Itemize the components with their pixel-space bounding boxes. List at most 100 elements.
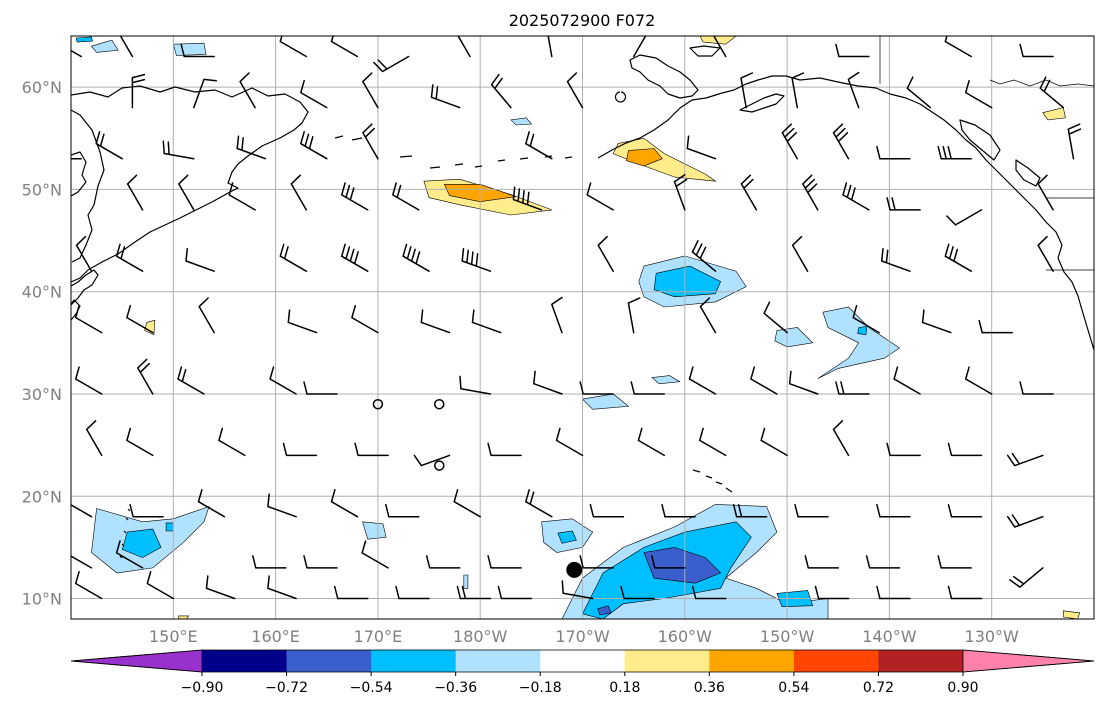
wind-barb [847, 71, 860, 109]
wind-barb [279, 243, 308, 272]
wind-barb [471, 309, 502, 334]
anomaly-region [581, 393, 630, 410]
longitude-label: 150°W [760, 627, 815, 646]
wind-barb [354, 442, 389, 457]
wind-barb [921, 309, 952, 334]
anomaly-region [121, 528, 162, 558]
wind-barb [686, 135, 717, 160]
wind-barb [430, 84, 461, 109]
wind-barb [362, 72, 379, 109]
wind-barb [95, 131, 123, 160]
calm-wind-marker [434, 460, 445, 471]
colorbar-segment [286, 650, 372, 672]
anomaly-region [612, 137, 717, 182]
anomaly-region [510, 117, 533, 126]
wind-barb [115, 540, 144, 569]
wind-barb [512, 186, 543, 211]
wind-barb [691, 240, 717, 272]
wind-barb [137, 358, 154, 395]
wind-barb [547, 36, 553, 58]
wind-barb [71, 555, 93, 569]
wind-barb [457, 36, 471, 58]
wind-barb [551, 296, 563, 334]
anomaly-region [817, 306, 901, 379]
wind-barb [330, 36, 359, 58]
wind-barb [750, 366, 778, 395]
wind-barb [876, 585, 911, 600]
gridlines [71, 36, 1094, 619]
calm-wind-marker [434, 398, 445, 410]
colorbar-label: 0.36 [694, 680, 725, 696]
wind-barb [126, 427, 154, 457]
wind-barb [290, 174, 308, 211]
wind-barb [835, 381, 870, 395]
wind-barb [794, 503, 829, 518]
wind-barb [75, 235, 93, 272]
wind-barb [333, 585, 369, 600]
wind-barb [763, 301, 788, 334]
wind-barb [814, 585, 850, 600]
longitude-label: 140°W [862, 627, 917, 646]
wind-barb [906, 76, 932, 109]
wind-barb [865, 555, 901, 569]
anomaly-region [178, 615, 190, 619]
longitude-label: 150°E [149, 627, 198, 646]
anomaly-region [774, 327, 814, 348]
wind-barb [85, 420, 103, 457]
wind-barb [630, 381, 666, 395]
wind-barb [269, 366, 297, 395]
wind-barb [886, 442, 921, 457]
wind-barb [835, 43, 870, 58]
longitude-label: 180°W [453, 627, 508, 646]
wind-barb [487, 555, 522, 569]
wind-barb [228, 182, 256, 211]
colorbar-segment [540, 650, 626, 672]
wind-barb [459, 375, 492, 395]
wind-barb [589, 503, 625, 518]
wind-barb [413, 454, 451, 467]
wind-barb [632, 36, 647, 58]
wind-barb [373, 55, 410, 73]
country-borders [879, 36, 1094, 271]
wind-barb [688, 366, 717, 395]
wind-barb [673, 174, 688, 211]
wind-barb [392, 182, 420, 211]
wind-barb [880, 247, 911, 272]
wind-barb [893, 366, 921, 395]
map-area [71, 36, 1094, 619]
wind-barb [781, 123, 799, 160]
wind-barb [340, 243, 369, 272]
wind-barb [1019, 43, 1054, 58]
wind-barb [146, 570, 175, 600]
wind-barb [74, 304, 103, 334]
longitude-label: 170°W [555, 627, 610, 646]
wind-barb [964, 79, 993, 109]
wind-barb [876, 145, 911, 160]
colorbar-segment [202, 650, 288, 672]
wind-barb [267, 493, 297, 518]
colorbar-extend-low [70, 649, 203, 673]
wind-barb [691, 585, 727, 600]
colorbar-segment [878, 650, 964, 672]
wind-barb [804, 555, 840, 569]
anomaly-region [75, 36, 93, 43]
wind-barb [566, 72, 584, 109]
wind-barb [395, 585, 430, 600]
latitude-label: 60°N [22, 78, 62, 97]
wind-barb [533, 370, 563, 395]
markers [372, 398, 583, 578]
wind-barb [287, 309, 318, 334]
latitude-label: 40°N [22, 283, 62, 302]
wind-barb [453, 489, 481, 518]
wind-barb [300, 131, 328, 160]
wind-barb [978, 319, 1013, 334]
wind-barb [661, 503, 696, 518]
wind-barb [637, 427, 666, 457]
colorbar: −0.90 −0.72 −0.54 −0.36 −0.18 0.18 0.36 0.54 0.7… [70, 649, 1095, 696]
colorbar-segment [709, 650, 795, 672]
wind-barb [832, 420, 850, 457]
colorbar-segment [793, 650, 879, 672]
wind-barb [698, 427, 727, 457]
latitude-label: 10°N [22, 590, 62, 609]
